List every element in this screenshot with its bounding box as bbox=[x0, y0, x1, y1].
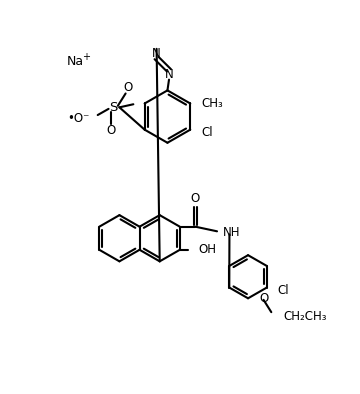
Text: +: + bbox=[82, 52, 90, 62]
Text: N: N bbox=[165, 69, 174, 82]
Text: O: O bbox=[106, 124, 116, 137]
Text: CH₂CH₃: CH₂CH₃ bbox=[284, 310, 327, 323]
Text: CH₃: CH₃ bbox=[201, 97, 223, 110]
Text: N: N bbox=[152, 47, 161, 60]
Text: •O⁻: •O⁻ bbox=[68, 112, 90, 125]
Text: Cl: Cl bbox=[201, 126, 213, 139]
Text: O: O bbox=[191, 193, 200, 205]
Text: O: O bbox=[259, 292, 268, 305]
Text: NH: NH bbox=[223, 226, 241, 239]
Text: Cl: Cl bbox=[278, 284, 289, 297]
Text: Na: Na bbox=[67, 55, 84, 68]
Text: OH: OH bbox=[198, 243, 216, 256]
Text: O: O bbox=[123, 81, 132, 94]
Text: S: S bbox=[109, 101, 117, 114]
